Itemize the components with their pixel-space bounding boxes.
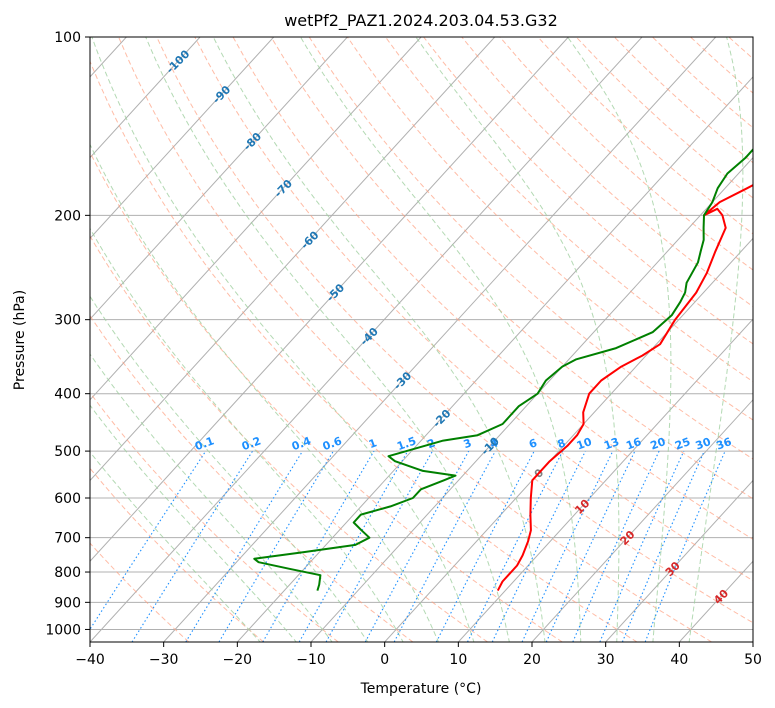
isotherm-line	[90, 37, 569, 563]
x-tick-label: −40	[75, 652, 105, 668]
plot-frame	[89, 36, 754, 643]
mixing-ratio-label: 8	[556, 436, 568, 451]
x-tick-label: 40	[670, 652, 688, 668]
mixing-ratio-label: 0.2	[240, 434, 263, 453]
dry-adiabat-line	[90, 60, 638, 642]
isotherm-line	[90, 37, 643, 642]
moist-adiabat-line	[91, 37, 475, 642]
moist-adiabat-line	[90, 451, 261, 642]
mixing-ratio-line	[185, 450, 304, 642]
dry-adiabat-line	[232, 37, 753, 540]
x-tick-label: 0	[380, 652, 389, 668]
moist-adiabat-line	[415, 37, 620, 642]
isotherm-line	[90, 37, 496, 482]
mixing-ratio-label: 6	[527, 436, 539, 451]
mixing-ratio-line	[90, 450, 207, 631]
dry-adiabat-line	[270, 37, 753, 500]
x-tick-label: −10	[296, 652, 326, 668]
isotherm-line	[90, 37, 422, 401]
mixing-ratio-line	[467, 450, 564, 642]
y-tick-label: 700	[54, 531, 81, 547]
moist-adiabat-line	[90, 404, 297, 642]
mixing-ratio-label: 30	[694, 435, 713, 453]
mixing-ratio-line	[572, 450, 660, 642]
dry-adiabat-line	[156, 37, 753, 624]
moist-adiabat-line	[145, 37, 510, 642]
temperature-profile-line	[496, 184, 753, 592]
y-tick-label: 200	[54, 208, 81, 224]
y-tick-label: 900	[54, 595, 81, 611]
x-axis-label: Temperature (°C)	[360, 681, 482, 697]
mixing-ratio-label: 25	[673, 435, 692, 452]
isotherm-line	[605, 479, 753, 642]
mixing-ratio-label: 36	[714, 435, 733, 453]
mixing-ratio-label: 20	[649, 435, 668, 453]
mixing-ratio-label: 16	[624, 435, 643, 453]
mixing-ratio-label: 1	[367, 436, 379, 451]
x-tick-label: 30	[597, 652, 615, 668]
moist-adiabat-line	[90, 227, 404, 642]
mixing-ratio-label: 3	[462, 436, 474, 451]
isotherm-line	[457, 318, 753, 642]
isotherm-line	[90, 37, 201, 159]
dry-adiabat-line	[385, 37, 753, 383]
moist-adiabat-line	[90, 295, 369, 642]
chart-title: wetPf2_PAZ1.2024.203.04.53.G32	[284, 11, 558, 31]
mixing-ratio-line	[599, 450, 685, 642]
dry-adiabat-line	[308, 37, 753, 460]
moist-adiabat-line	[567, 37, 672, 642]
y-tick-label: 100	[54, 30, 81, 46]
dry-adiabat-line	[90, 151, 563, 642]
moist-adiabat-line	[212, 37, 546, 642]
x-tick-label: −30	[149, 652, 179, 668]
y-tick-label: 1000	[45, 622, 81, 638]
y-tick-label: 600	[54, 491, 81, 507]
y-axis-label: Pressure (hPa)	[12, 290, 28, 390]
mixing-ratio-label: 10	[575, 435, 594, 453]
isotherm-line	[384, 237, 753, 642]
y-tick-label: 400	[54, 387, 81, 403]
sounding-profiles	[253, 148, 753, 592]
dry-adiabat-line	[423, 37, 753, 345]
y-tick-label: 500	[54, 444, 81, 460]
x-tick-label: −20	[223, 652, 253, 668]
x-tick-label: 50	[744, 652, 762, 668]
mixing-ratio-line	[393, 450, 496, 642]
mixing-ratio-line	[644, 450, 726, 642]
isotherm-line	[90, 37, 348, 320]
x-tick-label: 20	[523, 652, 541, 668]
isotherm-line	[90, 37, 275, 240]
mixing-ratio-label: 0.6	[321, 434, 344, 453]
moist-adiabat-line	[300, 37, 582, 642]
mixing-ratio-line	[621, 450, 705, 642]
y-tick-label: 800	[54, 565, 81, 581]
mixing-ratio-label: 0.1	[193, 434, 216, 453]
dry-adiabat-line	[194, 37, 753, 582]
mixing-ratio-line	[131, 450, 254, 642]
moist-adiabat-line	[90, 143, 440, 642]
background-lines	[90, 37, 753, 642]
y-tick-label: 300	[54, 313, 81, 329]
dewpoint-profile-line	[253, 148, 753, 591]
axis-ticks: −40 −30 −20 −10 0 10 20 30 40 5010020030040050060…	[45, 30, 762, 668]
dry-adiabat-line	[118, 37, 712, 642]
mixing-ratio-label: 4	[488, 436, 500, 451]
mixing-ratio-line	[364, 450, 470, 642]
mixing-ratio-line	[325, 450, 433, 642]
x-tick-label: 10	[449, 652, 467, 668]
isotherm-line	[236, 76, 753, 642]
isotherm-line	[163, 37, 717, 642]
isotherm-line	[531, 399, 753, 642]
mixing-ratio-label: 13	[602, 435, 621, 452]
mixing-ratio-label: 0.4	[290, 434, 313, 453]
moist-adiabat-line	[688, 37, 744, 642]
